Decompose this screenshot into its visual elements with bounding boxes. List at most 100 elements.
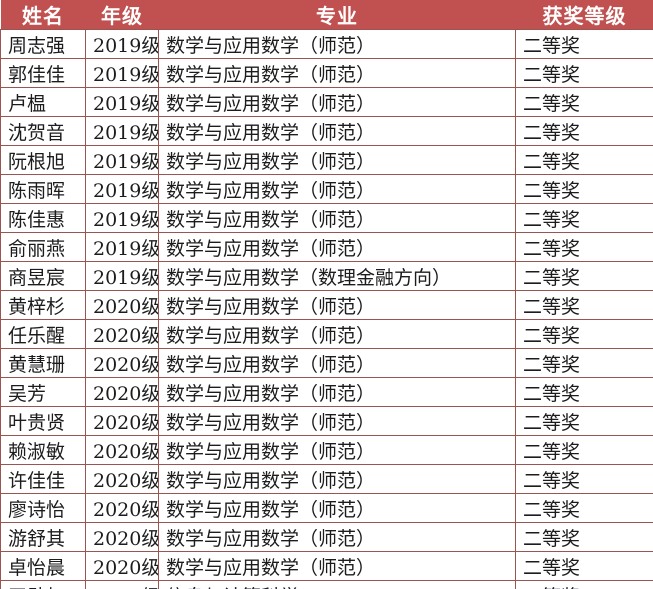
header-cell-major: 专业 xyxy=(158,0,516,30)
cell-award: 二等奖 xyxy=(515,58,653,88)
table-row: 任乐醒 2020级 数学与应用数学（师范） 二等奖 xyxy=(0,319,653,349)
cell-grade: 2020级 xyxy=(85,290,159,320)
cell-award: 二等奖 xyxy=(515,464,653,494)
table-row: 陈佳惠 2019级 数学与应用数学（师范） 二等奖 xyxy=(0,203,653,233)
cell-grade: 2020级 xyxy=(85,377,159,407)
cell-grade: 2020级 xyxy=(85,551,159,581)
table-row: 吴芳 2020级 数学与应用数学（师范） 二等奖 xyxy=(0,377,653,407)
table-row: 许佳佳 2020级 数学与应用数学（师范） 二等奖 xyxy=(0,464,653,494)
cell-name: 黄梓杉 xyxy=(0,290,86,320)
cell-grade: 2020级 xyxy=(85,348,159,378)
cell-grade: 2019级 xyxy=(85,145,159,175)
cell-name: 阮根旭 xyxy=(0,145,86,175)
cell-name: 廖诗怡 xyxy=(0,493,86,523)
header-cell-award: 获奖等级 xyxy=(515,0,653,30)
cell-name: 郭佳佳 xyxy=(0,58,86,88)
cell-grade: 2020级 xyxy=(85,522,159,552)
table-row: 卢榅 2019级 数学与应用数学（师范） 二等奖 xyxy=(0,87,653,117)
table-row: 游舒其 2020级 数学与应用数学（师范） 二等奖 xyxy=(0,522,653,552)
table-row: 黄梓杉 2020级 数学与应用数学（师范） 二等奖 xyxy=(0,290,653,320)
table-row: 廖诗怡 2020级 数学与应用数学（师范） 二等奖 xyxy=(0,493,653,523)
cell-major: 数学与应用数学（师范） xyxy=(158,58,516,88)
cell-grade: 2020级 xyxy=(85,406,159,436)
cell-grade: 2020级 xyxy=(85,319,159,349)
table-row: 卓怡晨 2020级 数学与应用数学（师范） 二等奖 xyxy=(0,551,653,581)
cell-grade: 2020级 xyxy=(85,435,159,465)
header-cell-grade: 年级 xyxy=(85,0,159,30)
cell-name: 吴芳 xyxy=(0,377,86,407)
table-row: 赖淑敏 2020级 数学与应用数学（师范） 二等奖 xyxy=(0,435,653,465)
cell-major: 数学与应用数学（师范） xyxy=(158,174,516,204)
cell-award: 二等奖 xyxy=(515,348,653,378)
cell-name: 许佳佳 xyxy=(0,464,86,494)
cell-major: 数学与应用数学（师范） xyxy=(158,551,516,581)
cell-award: 二等奖 xyxy=(515,232,653,262)
cell-name: 沈贺音 xyxy=(0,116,86,146)
cell-name: 王勋权 xyxy=(0,580,86,589)
cell-major: 数学与应用数学（师范） xyxy=(158,493,516,523)
cell-award: 二等奖 xyxy=(515,203,653,233)
cell-name: 卢榅 xyxy=(0,87,86,117)
cell-award: 二等奖 xyxy=(515,29,653,59)
cell-major: 数学与应用数学（师范） xyxy=(158,145,516,175)
cell-major: 数学与应用数学（师范） xyxy=(158,232,516,262)
cell-award: 二等奖 xyxy=(515,319,653,349)
cell-name: 黄慧珊 xyxy=(0,348,86,378)
cell-award: 二等奖 xyxy=(515,174,653,204)
cell-award: 二等奖 xyxy=(515,261,653,291)
cell-name: 游舒其 xyxy=(0,522,86,552)
cell-major: 数学与应用数学（师范） xyxy=(158,290,516,320)
cell-award: 二等奖 xyxy=(515,290,653,320)
table-row: 周志强 2019级 数学与应用数学（师范） 二等奖 xyxy=(0,29,653,59)
cell-grade: 2019级 xyxy=(85,29,159,59)
cell-major: 数学与应用数学（师范） xyxy=(158,319,516,349)
cell-name: 陈佳惠 xyxy=(0,203,86,233)
table-row: 郭佳佳 2019级 数学与应用数学（师范） 二等奖 xyxy=(0,58,653,88)
cell-award: 二等奖 xyxy=(515,87,653,117)
cell-grade: 2019级 xyxy=(85,203,159,233)
cell-grade: 2019级 xyxy=(85,174,159,204)
cell-name: 叶贵贤 xyxy=(0,406,86,436)
cell-grade: 2019级 xyxy=(85,116,159,146)
cell-award: 二等奖 xyxy=(515,406,653,436)
cell-award: 二等奖 xyxy=(515,493,653,523)
cell-name: 赖淑敏 xyxy=(0,435,86,465)
cell-grade: 2019级 xyxy=(85,261,159,291)
cell-major: 数学与应用数学（师范） xyxy=(158,406,516,436)
cell-grade: 2020级 xyxy=(85,580,159,589)
cell-major: 数学与应用数学（师范） xyxy=(158,29,516,59)
cell-name: 陈雨晖 xyxy=(0,174,86,204)
cell-grade: 2019级 xyxy=(85,58,159,88)
cell-name: 商昱宸 xyxy=(0,261,86,291)
cell-award: 二等奖 xyxy=(515,580,653,589)
table-row: 俞丽燕 2019级 数学与应用数学（师范） 二等奖 xyxy=(0,232,653,262)
cell-name: 周志强 xyxy=(0,29,86,59)
table-row: 黄慧珊 2020级 数学与应用数学（师范） 二等奖 xyxy=(0,348,653,378)
cell-major: 数学与应用数学（师范） xyxy=(158,87,516,117)
table-row: 商昱宸 2019级 数学与应用数学（数理金融方向） 二等奖 xyxy=(0,261,653,291)
table-row: 王勋权2020级信息与计算科学二等奖 xyxy=(0,580,653,589)
cell-major: 数学与应用数学（师范） xyxy=(158,203,516,233)
cell-name: 卓怡晨 xyxy=(0,551,86,581)
table-row: 叶贵贤 2020级 数学与应用数学（师范） 二等奖 xyxy=(0,406,653,436)
cell-major: 数学与应用数学（师范） xyxy=(158,522,516,552)
cell-grade: 2019级 xyxy=(85,232,159,262)
table-row: 阮根旭 2019级 数学与应用数学（师范） 二等奖 xyxy=(0,145,653,175)
cell-major: 数学与应用数学（数理金融方向） xyxy=(158,261,516,291)
cell-name: 任乐醒 xyxy=(0,319,86,349)
cell-name: 俞丽燕 xyxy=(0,232,86,262)
table-row: 沈贺音 2019级 数学与应用数学（师范） 二等奖 xyxy=(0,116,653,146)
table-header-row: 姓名 年级 专业 获奖等级 xyxy=(0,0,653,30)
cell-award: 二等奖 xyxy=(515,377,653,407)
cell-major: 信息与计算科学 xyxy=(158,580,516,589)
cell-major: 数学与应用数学（师范） xyxy=(158,377,516,407)
header-cell-name: 姓名 xyxy=(0,0,86,30)
cell-major: 数学与应用数学（师范） xyxy=(158,464,516,494)
cell-grade: 2020级 xyxy=(85,493,159,523)
cell-grade: 2020级 xyxy=(85,464,159,494)
cell-award: 二等奖 xyxy=(515,116,653,146)
cell-major: 数学与应用数学（师范） xyxy=(158,116,516,146)
cell-grade: 2019级 xyxy=(85,87,159,117)
